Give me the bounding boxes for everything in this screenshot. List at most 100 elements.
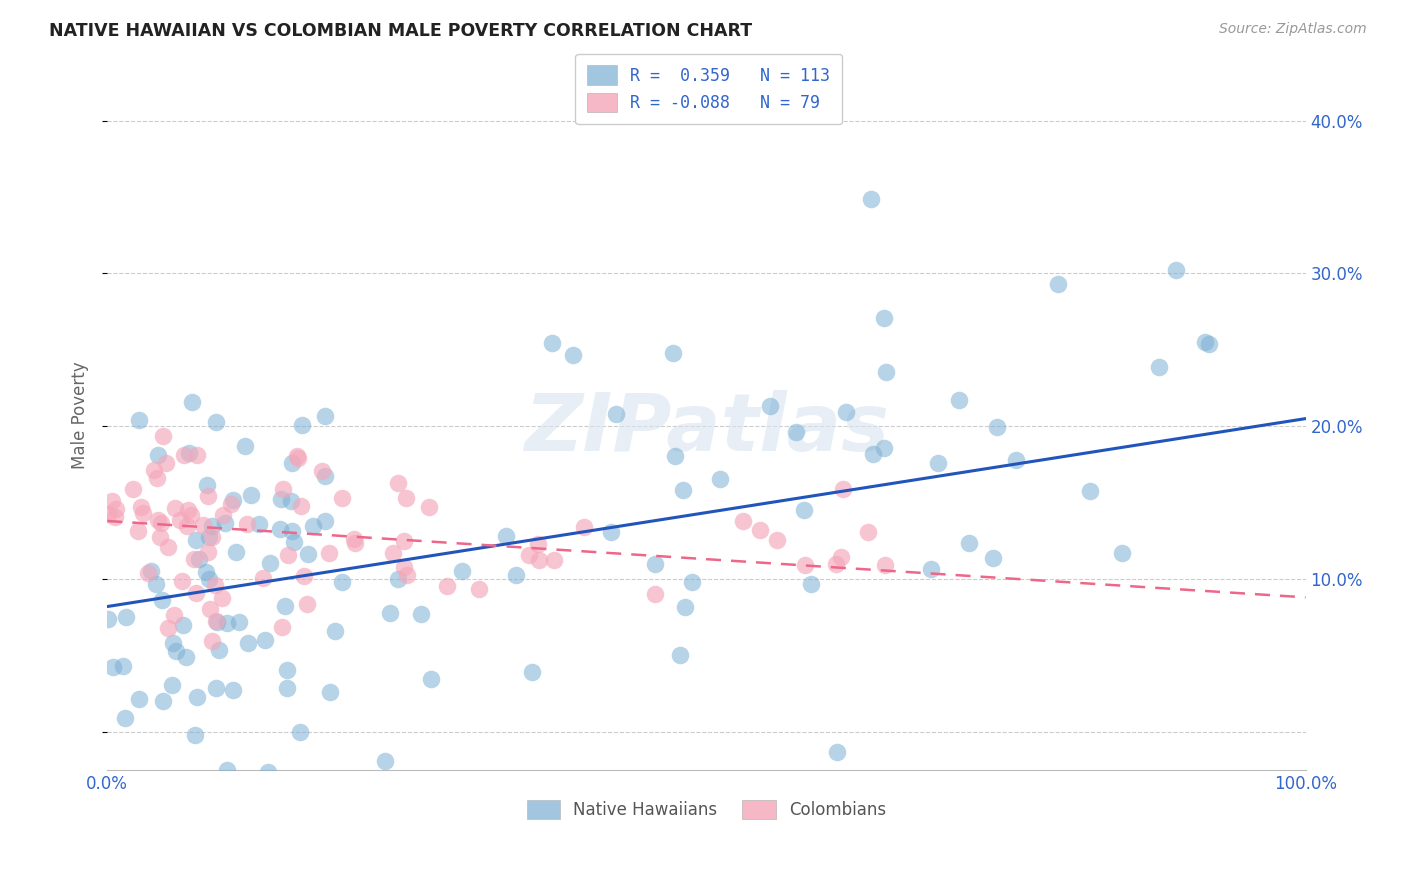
Point xyxy=(959,536,981,550)
Point xyxy=(800,577,823,591)
Point xyxy=(186,690,208,704)
Point xyxy=(207,615,229,629)
Point xyxy=(664,450,686,464)
Point xyxy=(517,548,540,562)
Point xyxy=(155,456,177,470)
Point xyxy=(330,491,353,506)
Point xyxy=(128,413,150,427)
Point xyxy=(176,519,198,533)
Point xyxy=(873,441,896,455)
Point xyxy=(927,456,949,470)
Point xyxy=(259,556,281,570)
Point xyxy=(1078,484,1101,499)
Point xyxy=(673,600,696,615)
Point xyxy=(173,448,195,462)
Point xyxy=(948,392,970,407)
Point xyxy=(527,552,550,566)
Point xyxy=(172,618,194,632)
Point xyxy=(127,524,149,538)
Point xyxy=(197,572,219,586)
Point xyxy=(860,192,883,206)
Point xyxy=(160,678,183,692)
Point xyxy=(236,636,259,650)
Point xyxy=(276,681,298,696)
Point xyxy=(314,409,336,424)
Point xyxy=(318,546,340,560)
Point xyxy=(149,516,172,530)
Point xyxy=(236,516,259,531)
Point xyxy=(1194,335,1216,350)
Point xyxy=(291,417,314,432)
Point xyxy=(1111,546,1133,560)
Point xyxy=(543,552,565,566)
Point xyxy=(451,564,474,578)
Point xyxy=(277,548,299,562)
Point xyxy=(285,450,308,464)
Point xyxy=(195,477,218,491)
Point xyxy=(1166,262,1188,277)
Point xyxy=(824,557,846,571)
Point xyxy=(765,533,787,547)
Point xyxy=(276,664,298,678)
Point xyxy=(179,446,201,460)
Point xyxy=(281,456,304,470)
Point xyxy=(505,567,527,582)
Point xyxy=(314,469,336,483)
Point xyxy=(270,620,292,634)
Point xyxy=(343,532,366,546)
Point xyxy=(180,395,202,409)
Point xyxy=(395,568,418,582)
Point xyxy=(281,524,304,538)
Point xyxy=(793,503,815,517)
Point xyxy=(204,577,226,591)
Point xyxy=(149,530,172,544)
Point xyxy=(832,482,855,496)
Point xyxy=(540,336,562,351)
Point xyxy=(856,524,879,539)
Point xyxy=(180,508,202,523)
Point xyxy=(759,399,782,413)
Point xyxy=(195,565,218,579)
Point xyxy=(830,549,852,564)
Point xyxy=(297,547,319,561)
Point xyxy=(785,425,807,439)
Point xyxy=(395,491,418,506)
Point xyxy=(392,559,415,574)
Point xyxy=(145,577,167,591)
Point xyxy=(986,419,1008,434)
Point xyxy=(211,794,233,808)
Point xyxy=(834,405,856,419)
Point xyxy=(330,574,353,589)
Point xyxy=(217,615,239,630)
Point xyxy=(201,530,224,544)
Point xyxy=(201,519,224,533)
Point xyxy=(420,672,443,686)
Point xyxy=(290,499,312,513)
Point xyxy=(302,519,325,533)
Point xyxy=(681,575,703,590)
Point xyxy=(314,514,336,528)
Point xyxy=(112,659,135,673)
Point xyxy=(733,514,755,528)
Point xyxy=(561,349,583,363)
Point xyxy=(271,483,294,497)
Point xyxy=(921,562,943,576)
Point xyxy=(204,415,226,429)
Point xyxy=(748,523,770,537)
Point xyxy=(240,488,263,502)
Point xyxy=(1147,359,1170,374)
Point xyxy=(311,464,333,478)
Point xyxy=(103,660,125,674)
Point xyxy=(233,439,256,453)
Point xyxy=(411,607,433,621)
Point xyxy=(1047,277,1070,291)
Point xyxy=(204,681,226,696)
Point xyxy=(148,448,170,462)
Point xyxy=(146,513,169,527)
Point xyxy=(252,571,274,585)
Point xyxy=(526,537,548,551)
Point xyxy=(418,500,440,514)
Point xyxy=(104,509,127,524)
Point xyxy=(152,694,174,708)
Point xyxy=(219,497,242,511)
